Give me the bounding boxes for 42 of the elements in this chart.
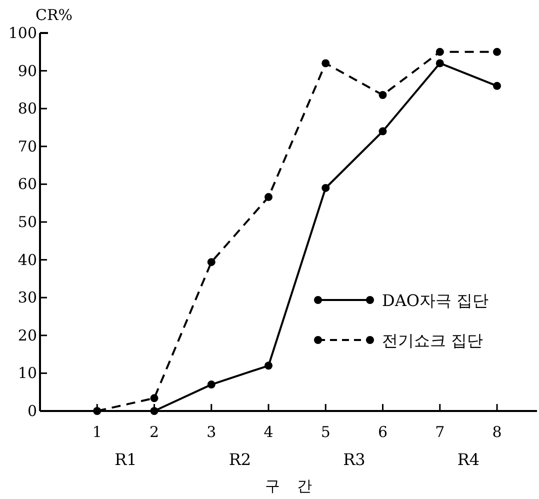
y-tick-label: 90 <box>18 62 37 80</box>
text: R4 <box>457 450 480 469</box>
point <box>207 380 216 389</box>
legend-label: 전기쇼크 집단 <box>382 331 484 350</box>
y-tick-label: 80 <box>18 100 37 118</box>
point <box>378 127 387 136</box>
point <box>493 82 502 90</box>
y-tick-label: 0 <box>27 402 37 420</box>
point <box>150 407 158 415</box>
point <box>207 258 216 266</box>
y-tick-label: 50 <box>18 213 37 231</box>
y-tick-label: 70 <box>18 137 37 156</box>
text: R1 <box>114 450 137 469</box>
y-tick-label: 10 <box>18 364 37 382</box>
text: R2 <box>228 450 252 469</box>
x-tick-label: 2 <box>149 423 160 441</box>
point <box>150 394 158 402</box>
x-tick-label: 6 <box>378 423 388 441</box>
x-tick-label: 5 <box>320 423 330 441</box>
point <box>378 90 387 99</box>
point <box>322 59 330 68</box>
y-tick-label: 20 <box>18 326 37 344</box>
y-tick-label: 30 <box>18 288 37 307</box>
point <box>322 184 330 192</box>
point <box>436 59 444 68</box>
y-tick-label: 100 <box>8 24 37 42</box>
x-tick-label: 4 <box>264 423 274 441</box>
x-tick-label: 7 <box>435 423 445 441</box>
legend-label: DAO자극 집단 <box>382 291 489 310</box>
x-tick-label: 1 <box>92 423 102 441</box>
y-axis-title: CR% <box>35 6 73 24</box>
x-tick-label: 3 <box>206 423 216 441</box>
point <box>436 48 444 56</box>
x-axis-title: 구 간 <box>265 477 312 495</box>
x-tick-label: 8 <box>492 423 502 441</box>
y-tick-label: 60 <box>18 175 37 194</box>
point <box>93 407 102 415</box>
point <box>264 193 273 202</box>
y-tick-label: 40 <box>18 250 37 269</box>
text: R3 <box>343 450 366 469</box>
point <box>493 48 502 56</box>
point <box>264 362 273 370</box>
